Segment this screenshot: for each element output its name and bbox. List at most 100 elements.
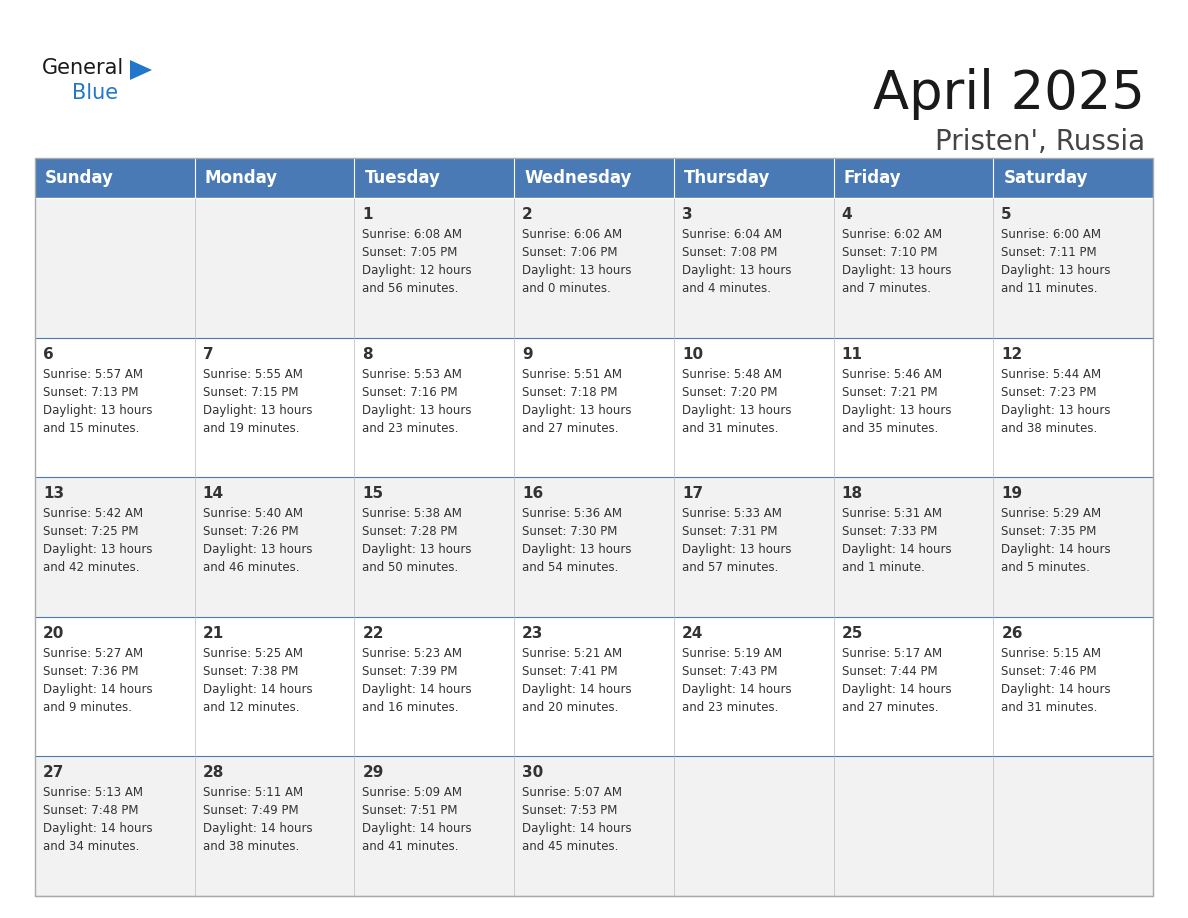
Bar <box>993 198 1154 338</box>
Bar <box>34 198 195 338</box>
Bar <box>834 338 993 477</box>
Text: Wednesday: Wednesday <box>524 169 632 187</box>
Bar <box>195 338 354 477</box>
Bar <box>354 756 514 896</box>
Text: 22: 22 <box>362 626 384 641</box>
Text: Sunrise: 5:42 AM
Sunset: 7:25 PM
Daylight: 13 hours
and 42 minutes.: Sunrise: 5:42 AM Sunset: 7:25 PM Dayligh… <box>43 508 152 574</box>
Bar <box>514 477 674 617</box>
Text: Sunrise: 6:08 AM
Sunset: 7:05 PM
Daylight: 12 hours
and 56 minutes.: Sunrise: 6:08 AM Sunset: 7:05 PM Dayligh… <box>362 228 472 295</box>
Bar <box>993 756 1154 896</box>
Bar <box>34 477 195 617</box>
Text: Thursday: Thursday <box>684 169 770 187</box>
Text: 12: 12 <box>1001 347 1023 362</box>
Bar <box>674 198 834 338</box>
Bar <box>34 617 195 756</box>
Text: Sunrise: 5:33 AM
Sunset: 7:31 PM
Daylight: 13 hours
and 57 minutes.: Sunrise: 5:33 AM Sunset: 7:31 PM Dayligh… <box>682 508 791 574</box>
Bar <box>834 158 993 198</box>
Text: General: General <box>42 58 125 78</box>
Bar <box>354 617 514 756</box>
Bar <box>834 198 993 338</box>
Text: 20: 20 <box>43 626 64 641</box>
Text: Sunrise: 5:38 AM
Sunset: 7:28 PM
Daylight: 13 hours
and 50 minutes.: Sunrise: 5:38 AM Sunset: 7:28 PM Dayligh… <box>362 508 472 574</box>
Text: Sunrise: 5:29 AM
Sunset: 7:35 PM
Daylight: 14 hours
and 5 minutes.: Sunrise: 5:29 AM Sunset: 7:35 PM Dayligh… <box>1001 508 1111 574</box>
Text: Sunrise: 5:48 AM
Sunset: 7:20 PM
Daylight: 13 hours
and 31 minutes.: Sunrise: 5:48 AM Sunset: 7:20 PM Dayligh… <box>682 367 791 434</box>
Text: Sunrise: 6:06 AM
Sunset: 7:06 PM
Daylight: 13 hours
and 0 minutes.: Sunrise: 6:06 AM Sunset: 7:06 PM Dayligh… <box>523 228 632 295</box>
Bar <box>834 617 993 756</box>
Text: April 2025: April 2025 <box>873 68 1145 120</box>
Text: 8: 8 <box>362 347 373 362</box>
Text: Sunrise: 5:15 AM
Sunset: 7:46 PM
Daylight: 14 hours
and 31 minutes.: Sunrise: 5:15 AM Sunset: 7:46 PM Dayligh… <box>1001 647 1111 714</box>
Text: Saturday: Saturday <box>1004 169 1088 187</box>
Text: 19: 19 <box>1001 487 1023 501</box>
Bar <box>993 158 1154 198</box>
Text: 30: 30 <box>523 766 543 780</box>
Text: 23: 23 <box>523 626 544 641</box>
Text: Sunday: Sunday <box>45 169 114 187</box>
Bar <box>354 158 514 198</box>
Bar <box>993 617 1154 756</box>
Bar <box>514 338 674 477</box>
Text: Sunrise: 6:02 AM
Sunset: 7:10 PM
Daylight: 13 hours
and 7 minutes.: Sunrise: 6:02 AM Sunset: 7:10 PM Dayligh… <box>841 228 952 295</box>
Text: 9: 9 <box>523 347 532 362</box>
Text: 18: 18 <box>841 487 862 501</box>
Text: Monday: Monday <box>204 169 278 187</box>
Text: 10: 10 <box>682 347 703 362</box>
Bar <box>195 158 354 198</box>
Text: Sunrise: 5:57 AM
Sunset: 7:13 PM
Daylight: 13 hours
and 15 minutes.: Sunrise: 5:57 AM Sunset: 7:13 PM Dayligh… <box>43 367 152 434</box>
Bar <box>195 198 354 338</box>
Text: Friday: Friday <box>843 169 902 187</box>
Text: Sunrise: 5:46 AM
Sunset: 7:21 PM
Daylight: 13 hours
and 35 minutes.: Sunrise: 5:46 AM Sunset: 7:21 PM Dayligh… <box>841 367 952 434</box>
Bar <box>34 158 195 198</box>
Text: Sunrise: 5:09 AM
Sunset: 7:51 PM
Daylight: 14 hours
and 41 minutes.: Sunrise: 5:09 AM Sunset: 7:51 PM Dayligh… <box>362 787 472 854</box>
Text: Sunrise: 5:19 AM
Sunset: 7:43 PM
Daylight: 14 hours
and 23 minutes.: Sunrise: 5:19 AM Sunset: 7:43 PM Dayligh… <box>682 647 791 714</box>
Text: Sunrise: 5:51 AM
Sunset: 7:18 PM
Daylight: 13 hours
and 27 minutes.: Sunrise: 5:51 AM Sunset: 7:18 PM Dayligh… <box>523 367 632 434</box>
Bar <box>834 477 993 617</box>
Text: 6: 6 <box>43 347 53 362</box>
Text: Sunrise: 5:40 AM
Sunset: 7:26 PM
Daylight: 13 hours
and 46 minutes.: Sunrise: 5:40 AM Sunset: 7:26 PM Dayligh… <box>203 508 312 574</box>
Bar <box>834 756 993 896</box>
Text: Sunrise: 5:36 AM
Sunset: 7:30 PM
Daylight: 13 hours
and 54 minutes.: Sunrise: 5:36 AM Sunset: 7:30 PM Dayligh… <box>523 508 632 574</box>
Text: Sunrise: 5:27 AM
Sunset: 7:36 PM
Daylight: 14 hours
and 9 minutes.: Sunrise: 5:27 AM Sunset: 7:36 PM Dayligh… <box>43 647 152 714</box>
Text: 2: 2 <box>523 207 533 222</box>
Text: 17: 17 <box>682 487 703 501</box>
Bar <box>674 756 834 896</box>
Text: Sunrise: 5:25 AM
Sunset: 7:38 PM
Daylight: 14 hours
and 12 minutes.: Sunrise: 5:25 AM Sunset: 7:38 PM Dayligh… <box>203 647 312 714</box>
Text: 24: 24 <box>682 626 703 641</box>
Text: 21: 21 <box>203 626 225 641</box>
Text: Sunrise: 5:13 AM
Sunset: 7:48 PM
Daylight: 14 hours
and 34 minutes.: Sunrise: 5:13 AM Sunset: 7:48 PM Dayligh… <box>43 787 152 854</box>
Bar <box>674 617 834 756</box>
Text: 28: 28 <box>203 766 225 780</box>
Text: 4: 4 <box>841 207 852 222</box>
Bar <box>514 756 674 896</box>
Bar <box>195 477 354 617</box>
Bar <box>674 477 834 617</box>
Bar <box>674 158 834 198</box>
Text: Sunrise: 6:04 AM
Sunset: 7:08 PM
Daylight: 13 hours
and 4 minutes.: Sunrise: 6:04 AM Sunset: 7:08 PM Dayligh… <box>682 228 791 295</box>
Text: Tuesday: Tuesday <box>365 169 441 187</box>
Text: Sunrise: 5:17 AM
Sunset: 7:44 PM
Daylight: 14 hours
and 27 minutes.: Sunrise: 5:17 AM Sunset: 7:44 PM Dayligh… <box>841 647 952 714</box>
Bar <box>195 756 354 896</box>
Bar <box>34 756 195 896</box>
Text: Sunrise: 6:00 AM
Sunset: 7:11 PM
Daylight: 13 hours
and 11 minutes.: Sunrise: 6:00 AM Sunset: 7:11 PM Dayligh… <box>1001 228 1111 295</box>
Text: Sunrise: 5:55 AM
Sunset: 7:15 PM
Daylight: 13 hours
and 19 minutes.: Sunrise: 5:55 AM Sunset: 7:15 PM Dayligh… <box>203 367 312 434</box>
Bar <box>34 338 195 477</box>
Text: 7: 7 <box>203 347 214 362</box>
Bar <box>514 198 674 338</box>
Bar <box>354 338 514 477</box>
Text: 25: 25 <box>841 626 862 641</box>
Text: Sunrise: 5:21 AM
Sunset: 7:41 PM
Daylight: 14 hours
and 20 minutes.: Sunrise: 5:21 AM Sunset: 7:41 PM Dayligh… <box>523 647 632 714</box>
Text: 26: 26 <box>1001 626 1023 641</box>
Text: 29: 29 <box>362 766 384 780</box>
Bar <box>34 158 1154 896</box>
Text: 27: 27 <box>43 766 64 780</box>
Text: 3: 3 <box>682 207 693 222</box>
Text: Sunrise: 5:23 AM
Sunset: 7:39 PM
Daylight: 14 hours
and 16 minutes.: Sunrise: 5:23 AM Sunset: 7:39 PM Dayligh… <box>362 647 472 714</box>
Text: 5: 5 <box>1001 207 1012 222</box>
Text: Sunrise: 5:53 AM
Sunset: 7:16 PM
Daylight: 13 hours
and 23 minutes.: Sunrise: 5:53 AM Sunset: 7:16 PM Dayligh… <box>362 367 472 434</box>
Text: Sunrise: 5:31 AM
Sunset: 7:33 PM
Daylight: 14 hours
and 1 minute.: Sunrise: 5:31 AM Sunset: 7:33 PM Dayligh… <box>841 508 952 574</box>
Text: 14: 14 <box>203 487 223 501</box>
Bar <box>354 477 514 617</box>
Bar <box>195 617 354 756</box>
Bar <box>514 158 674 198</box>
Bar <box>674 338 834 477</box>
